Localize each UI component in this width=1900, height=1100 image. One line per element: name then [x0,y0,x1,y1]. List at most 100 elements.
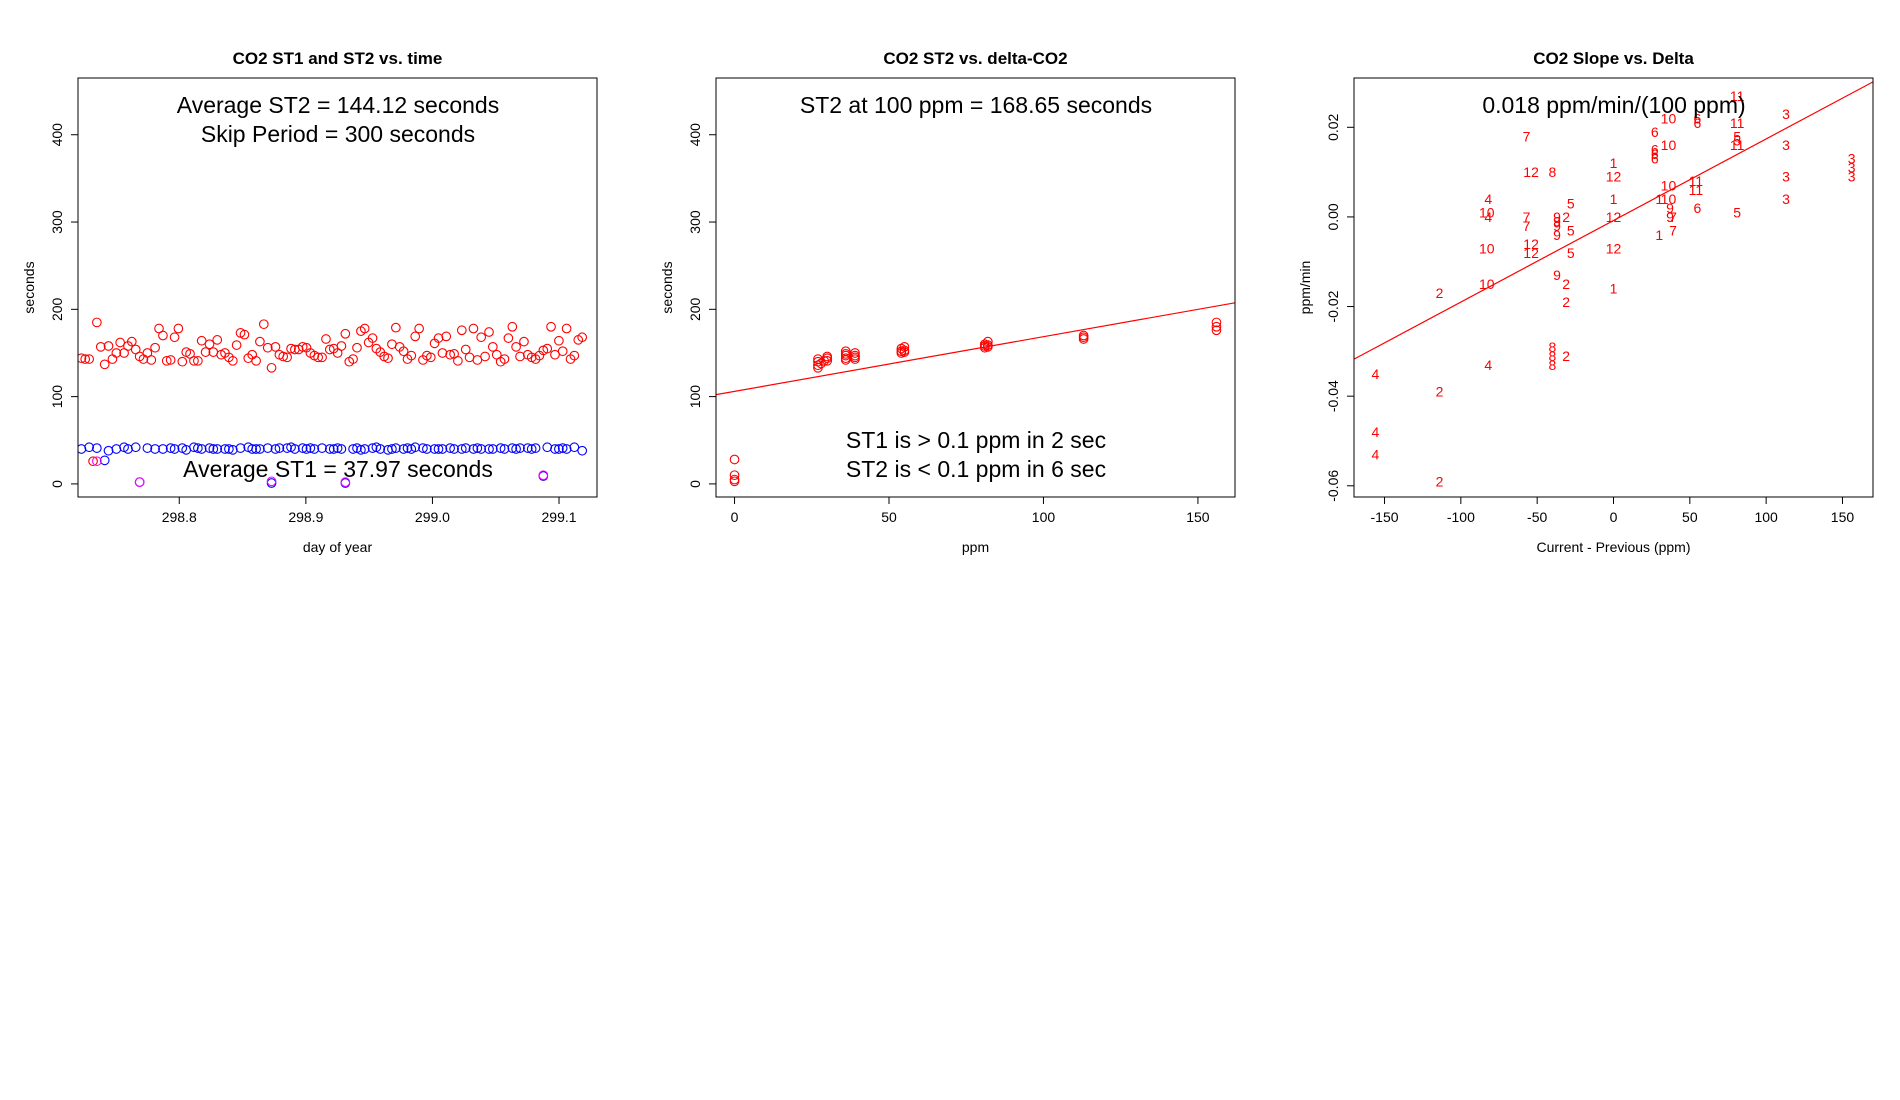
data-point [196,335,207,346]
data-point [84,354,94,364]
data-point [258,319,269,330]
data-point [92,456,102,467]
data-point [546,321,556,332]
point-label: 4 [1484,209,1492,225]
data-point [538,470,549,481]
x-axis-label: ppm [962,539,989,555]
data-point [123,444,133,454]
point-label: 5 [1567,222,1575,238]
series-group-0: 4442224441010107771212128888999992222555… [1371,88,1855,489]
y-tick-label: 0 [687,480,703,488]
data-point [577,445,588,456]
data-point [227,355,238,366]
chart-annotation: ST1 is > 0.1 ppm in 2 sec [846,427,1106,453]
data-point [204,443,215,453]
data-point [414,323,424,334]
data-point [227,445,238,455]
data-point [328,444,339,454]
data-point [899,347,910,357]
data-point [530,443,541,453]
data-point [173,323,184,334]
series-group-2 [92,456,549,488]
x-tick-label: 0 [1610,509,1618,525]
point-label: 4 [1371,446,1379,462]
chart-title: CO2 ST1 and ST2 vs. time [233,49,443,68]
point-label: 4 [1484,357,1492,373]
point-label: 8 [1549,348,1557,364]
data-point [410,331,421,342]
data-point [324,344,335,355]
data-point [313,352,323,363]
data-point [297,342,308,352]
data-point [78,353,87,364]
data-point [231,340,242,350]
y-tick-label: 0 [49,480,65,488]
y-tick-label: 400 [687,123,703,147]
data-point [150,342,160,353]
point-label: 2 [1436,285,1444,301]
point-label: 3 [1848,169,1856,185]
data-point [321,334,331,344]
point-label: 10 [1661,178,1677,194]
data-point [107,354,118,364]
data-point [317,352,327,363]
y-axis-label: seconds [659,261,675,313]
point-label: 3 [1782,169,1790,185]
data-point [1211,325,1222,336]
data-point [103,445,114,456]
point-label: 2 [1562,348,1570,364]
data-point [359,444,370,454]
data-point [449,444,459,454]
point-label: 10 [1661,191,1677,207]
x-tick-label: 150 [1186,509,1210,525]
data-point [526,444,537,454]
point-label: 2 [1436,473,1444,489]
data-point [983,336,993,347]
data-point [387,444,397,454]
point-label: 8 [1549,339,1557,355]
y-axis-label: ppm/min [1297,261,1313,315]
data-point [402,443,413,453]
data-point [495,443,506,453]
chart-panel-slope-vs-delta: CO2 Slope vs. Delta444222444101010777121… [1297,49,1874,555]
data-point [262,342,273,353]
data-point [410,442,421,453]
data-point [503,333,514,343]
data-point [499,444,510,454]
data-point [453,355,463,366]
data-point [332,443,343,453]
point-label: 5 [1567,245,1575,261]
data-point [406,350,417,361]
data-point [433,444,444,454]
data-point [251,444,261,454]
point-label: 12 [1606,240,1622,256]
point-label: 8 [1549,357,1557,373]
data-point [115,337,126,348]
point-label: 12 [1523,245,1539,261]
data-point [561,323,572,334]
data-point [301,444,312,454]
data-point [324,444,335,454]
point-label: 12 [1606,209,1622,225]
data-point [456,444,467,454]
x-tick-label: 100 [1032,509,1056,525]
data-point [336,341,347,351]
point-label: 4 [1371,366,1379,382]
point-label: 3 [1848,151,1856,167]
x-tick-label: -50 [1527,509,1547,525]
x-tick-label: 299.0 [415,509,450,525]
fit-line [716,302,1235,396]
data-point [359,323,370,334]
point-label: 10 [1661,137,1677,153]
data-point [515,351,525,362]
y-tick-label: 200 [49,297,65,321]
data-point [78,444,87,454]
y-tick-label: 400 [49,123,65,147]
data-point [235,443,246,453]
chart-title: CO2 Slope vs. Delta [1533,49,1694,68]
data-point [554,444,564,454]
x-tick-label: 298.9 [288,509,323,525]
data-point [507,321,518,332]
data-point [266,476,277,487]
